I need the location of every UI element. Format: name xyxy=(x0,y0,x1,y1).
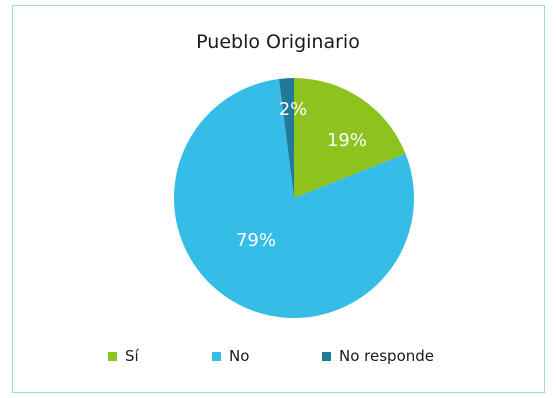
slice-label-si: 19% xyxy=(327,130,367,151)
pie-slice-si xyxy=(294,78,406,198)
legend-item-si: Sí xyxy=(108,347,139,365)
chart-title: Pueblo Originario xyxy=(196,31,360,53)
slice-label-no-responde: 2% xyxy=(279,99,308,120)
pie-slice-no-responde xyxy=(278,78,294,198)
legend: Sí No No responde xyxy=(0,347,556,371)
legend-item-no-responde: No responde xyxy=(322,347,434,365)
legend-label: Sí xyxy=(125,347,139,365)
legend-swatch xyxy=(322,351,331,361)
legend-label: No responde xyxy=(339,347,435,365)
legend-label: No xyxy=(229,347,250,365)
legend-item-no: No xyxy=(212,347,249,365)
legend-swatch xyxy=(212,351,221,361)
legend-swatch xyxy=(108,351,117,361)
slice-label-no: 79% xyxy=(236,230,276,251)
pie-slice-no xyxy=(174,78,414,319)
